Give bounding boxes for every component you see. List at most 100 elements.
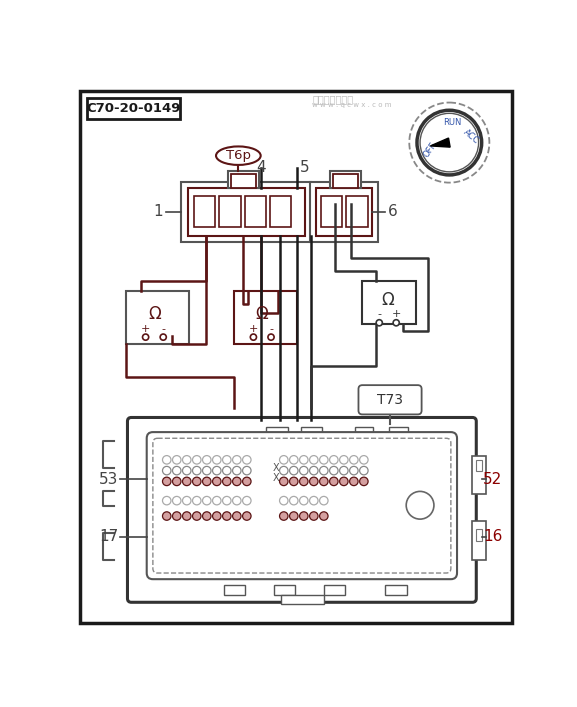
Bar [346,197,368,227]
Bar [88,98,180,119]
Circle shape [163,496,171,505]
Circle shape [393,320,399,326]
Circle shape [182,455,191,464]
Circle shape [233,455,241,464]
Circle shape [193,455,201,464]
Circle shape [173,467,181,475]
Circle shape [350,477,358,486]
Bar [194,197,215,227]
Circle shape [340,455,348,464]
Text: Ω: Ω [256,305,268,322]
Circle shape [223,455,231,464]
Text: T73: T73 [377,393,403,407]
Text: C70-20-0149: C70-20-0149 [87,103,181,115]
Circle shape [173,455,181,464]
Circle shape [212,496,221,505]
Text: 52: 52 [483,472,503,486]
Circle shape [182,512,191,520]
Bar [135,300,174,329]
Bar [316,188,372,235]
Text: X: X [273,462,279,472]
Circle shape [359,455,368,464]
Bar [369,287,406,315]
Polygon shape [430,138,450,147]
Text: 17: 17 [99,530,118,544]
Circle shape [173,477,181,486]
Circle shape [212,512,221,520]
Bar [231,174,256,188]
Circle shape [320,512,328,520]
Circle shape [163,455,171,464]
Circle shape [340,477,348,486]
Circle shape [212,477,221,486]
Circle shape [279,467,288,475]
Circle shape [242,496,251,505]
Text: 16: 16 [483,530,503,544]
Bar [126,291,189,344]
Bar [181,182,311,242]
Circle shape [163,477,171,486]
Circle shape [233,512,241,520]
Text: Ω: Ω [148,305,161,322]
Circle shape [406,491,434,519]
Circle shape [233,477,241,486]
Circle shape [233,496,241,505]
Circle shape [359,467,368,475]
Circle shape [250,334,257,340]
FancyBboxPatch shape [128,417,476,602]
Bar [270,197,291,227]
Bar [188,188,305,235]
Circle shape [268,334,274,340]
Circle shape [320,467,328,475]
Circle shape [310,477,318,486]
Circle shape [242,467,251,475]
Bar [473,456,486,494]
Bar [333,174,358,188]
Bar [476,460,482,472]
Circle shape [320,477,328,486]
Text: 6: 6 [388,204,398,219]
Circle shape [299,455,308,464]
Text: +: + [392,309,401,320]
Bar [228,171,259,188]
Circle shape [359,477,368,486]
Bar [282,595,324,604]
Circle shape [320,496,328,505]
Text: 汽车维修技术网: 汽车维修技术网 [312,94,353,104]
Bar [366,494,389,511]
FancyBboxPatch shape [358,385,422,414]
Circle shape [203,477,211,486]
Bar [321,197,342,227]
Text: ACC: ACC [462,127,481,146]
Circle shape [143,334,149,340]
Bar [389,428,408,438]
Bar [243,300,282,329]
Circle shape [299,467,308,475]
Circle shape [173,512,181,520]
Circle shape [203,496,211,505]
Bar [476,529,482,541]
Bar [362,281,416,324]
Circle shape [223,477,231,486]
Circle shape [223,496,231,505]
Circle shape [290,512,298,520]
Circle shape [163,512,171,520]
Text: w w w . q c w x . c o m: w w w . q c w x . c o m [312,102,392,107]
Circle shape [160,334,166,340]
Bar [273,585,295,595]
Circle shape [279,512,288,520]
Circle shape [203,455,211,464]
Circle shape [193,477,201,486]
Circle shape [290,477,298,486]
Circle shape [350,455,358,464]
Text: RUN: RUN [443,118,462,127]
FancyBboxPatch shape [147,432,457,579]
Circle shape [212,467,221,475]
Circle shape [320,455,328,464]
Circle shape [173,496,181,505]
Circle shape [279,455,288,464]
Bar [219,197,241,227]
FancyBboxPatch shape [153,438,451,573]
Circle shape [182,477,191,486]
Circle shape [329,455,338,464]
